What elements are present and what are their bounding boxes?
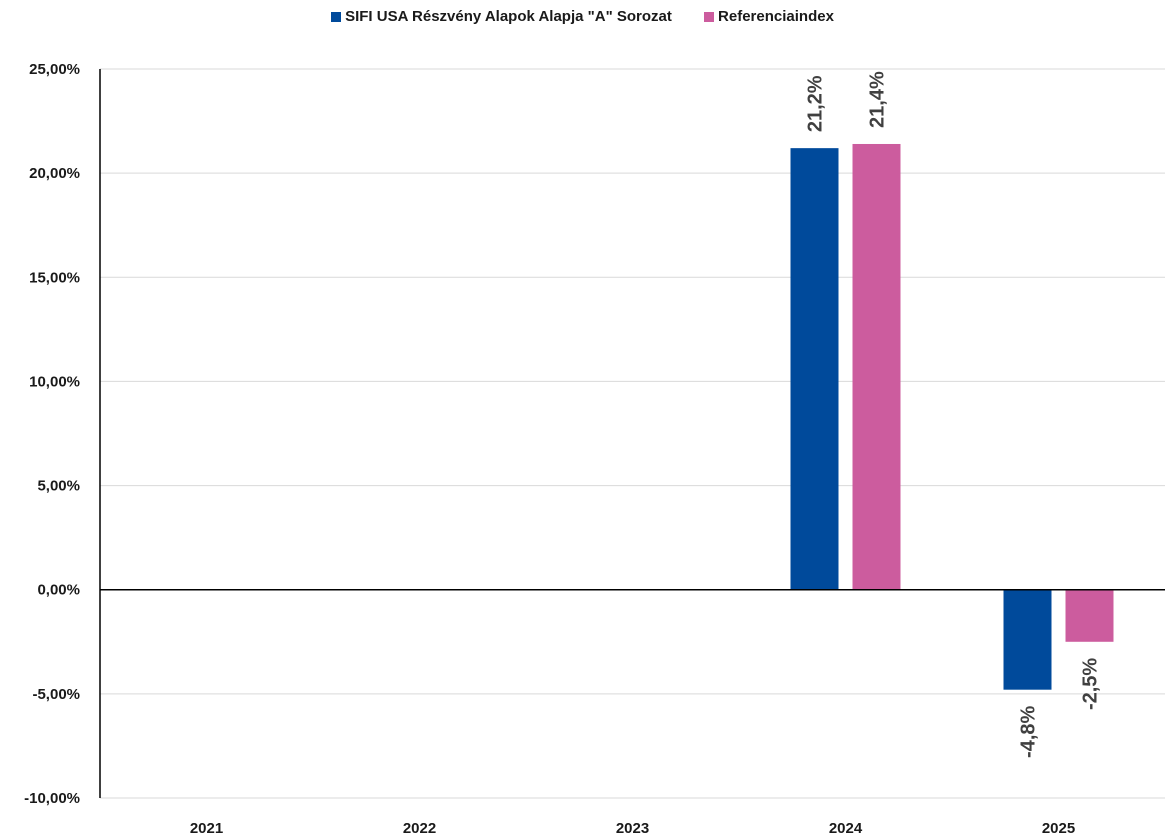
- y-axis-ticks: 25,00% 20,00% 15,00% 10,00% 5,00% 0,00% -5,00%…: [24, 61, 80, 807]
- x-axis-ticks: 2021 2022 2023 2024 2025: [190, 820, 1075, 834]
- y-tick-label: 20,00%: [29, 165, 80, 182]
- bar: [790, 148, 839, 590]
- legend-item-fund: SIFI USA Részvény Alapok Alapja "A" Soro…: [331, 8, 672, 25]
- y-tick-label: 25,00%: [29, 61, 80, 78]
- data-labels: 21,2% 21,4% -4,8% -2,5%: [805, 71, 1102, 758]
- data-label: 21,4%: [867, 71, 889, 128]
- x-tick-label: 2025: [1042, 820, 1075, 834]
- legend-swatch-index: [704, 11, 715, 22]
- y-tick-label: -10,00%: [24, 790, 80, 807]
- data-label: -4,8%: [1018, 705, 1040, 757]
- bar: [1065, 589, 1114, 642]
- y-tick-label: 0,00%: [37, 582, 80, 599]
- x-tick-label: 2022: [403, 820, 436, 834]
- x-tick-label: 2021: [190, 820, 223, 834]
- legend-label-index: Referenciaindex: [718, 8, 834, 25]
- legend-swatch-fund: [331, 11, 342, 22]
- legend-label-fund: SIFI USA Részvény Alapok Alapja "A" Soro…: [345, 8, 672, 25]
- bar: [852, 143, 901, 590]
- y-tick-label: 15,00%: [29, 269, 80, 286]
- bars: [790, 143, 1114, 690]
- y-tick-label: 10,00%: [29, 373, 80, 390]
- gridlines: [100, 68, 1165, 799]
- bar: [1003, 589, 1052, 690]
- y-tick-label: -5,00%: [32, 686, 80, 703]
- legend-item-index: Referenciaindex: [704, 8, 834, 25]
- axes: [99, 69, 1165, 798]
- chart-legend: SIFI USA Részvény Alapok Alapja "A" Soro…: [0, 8, 1165, 26]
- data-label: -2,5%: [1080, 658, 1102, 710]
- y-tick-label: 5,00%: [37, 478, 80, 495]
- x-tick-label: 2023: [616, 820, 649, 834]
- x-tick-label: 2024: [829, 820, 863, 834]
- data-label: 21,2%: [805, 75, 827, 132]
